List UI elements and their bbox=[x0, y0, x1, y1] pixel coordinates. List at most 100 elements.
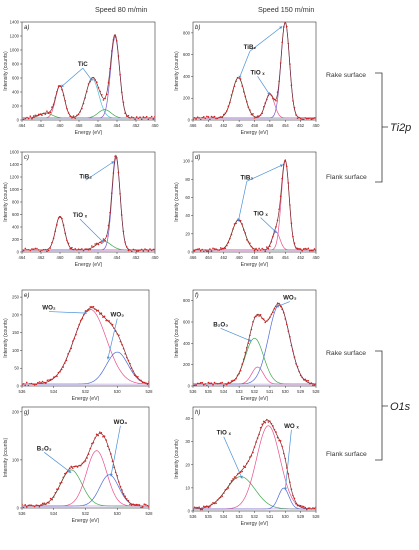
raw-data-point bbox=[299, 117, 302, 120]
raw-data-point bbox=[259, 114, 262, 116]
raw-data-point bbox=[135, 250, 138, 252]
raw-data-point bbox=[195, 384, 197, 386]
raw-data-point bbox=[293, 356, 296, 358]
y-tick-label: 30 bbox=[185, 439, 190, 444]
y-tick-label: 1200 bbox=[10, 34, 20, 39]
y-tick-label: 600 bbox=[183, 52, 191, 57]
raw-data-point bbox=[273, 428, 276, 431]
raw-data-point bbox=[100, 432, 103, 434]
peak-annotation: WO₂ bbox=[42, 305, 56, 312]
raw-data-point bbox=[36, 247, 38, 250]
raw-data-point bbox=[210, 503, 213, 506]
x-tick-label: 454 bbox=[282, 123, 290, 128]
raw-data-point bbox=[119, 192, 121, 195]
raw-data-point bbox=[207, 115, 210, 118]
y-tick-label: 1000 bbox=[10, 187, 20, 192]
raw-data-point bbox=[315, 506, 316, 508]
raw-data-point bbox=[99, 90, 101, 93]
raw-data-point bbox=[202, 383, 205, 386]
raw-data-point bbox=[301, 505, 303, 508]
raw-data-point bbox=[140, 506, 142, 508]
raw-data-point bbox=[209, 118, 211, 120]
raw-data-point bbox=[132, 116, 135, 119]
raw-data-point bbox=[94, 243, 96, 245]
component-peak-1 bbox=[22, 309, 149, 385]
x-tick-label: 454 bbox=[282, 255, 290, 260]
raw-data-point bbox=[235, 477, 237, 479]
raw-data-point bbox=[84, 248, 86, 250]
arrow-head bbox=[106, 356, 110, 360]
raw-data-point bbox=[48, 502, 50, 504]
raw-data-point bbox=[295, 503, 297, 505]
raw-data-point bbox=[24, 504, 26, 506]
raw-data-point bbox=[269, 316, 271, 318]
raw-data-point bbox=[301, 249, 303, 252]
raw-data-point bbox=[25, 381, 28, 384]
raw-data-point bbox=[242, 358, 245, 360]
raw-data-point bbox=[56, 91, 58, 93]
raw-data-point bbox=[67, 112, 70, 114]
raw-data-point bbox=[87, 83, 90, 85]
component-peak-2 bbox=[193, 231, 316, 251]
arrow-head bbox=[248, 338, 252, 342]
raw-data-point bbox=[129, 249, 131, 251]
annotation-arrow bbox=[48, 311, 88, 314]
raw-data-point bbox=[206, 115, 208, 118]
raw-data-point bbox=[27, 504, 30, 507]
raw-data-point bbox=[273, 307, 276, 310]
raw-data-point bbox=[152, 118, 155, 120]
raw-data-point bbox=[267, 247, 270, 250]
raw-data-point bbox=[144, 116, 146, 119]
raw-data-point bbox=[270, 241, 273, 243]
raw-data-point bbox=[221, 247, 224, 250]
x-tick-label: 464 bbox=[205, 255, 213, 260]
arrow-head bbox=[84, 311, 88, 315]
raw-data-point bbox=[307, 117, 310, 120]
xps-panel-g: 536 534 532 530 528 0 100 200 Energy (eV) Intensi… bbox=[3, 406, 153, 524]
raw-data-point bbox=[140, 248, 143, 251]
raw-data-point bbox=[81, 107, 83, 110]
raw-data-point bbox=[195, 118, 197, 120]
raw-data-point bbox=[241, 470, 243, 473]
x-tick-label: 532 bbox=[82, 389, 90, 394]
raw-data-point bbox=[270, 422, 273, 425]
raw-data-point bbox=[221, 495, 224, 497]
raw-data-point bbox=[302, 118, 305, 120]
raw-data-point bbox=[71, 246, 73, 249]
raw-data-point bbox=[24, 384, 26, 386]
raw-data-point bbox=[148, 381, 149, 383]
raw-data-point bbox=[309, 117, 311, 119]
raw-data-point bbox=[29, 382, 31, 385]
x-tick-label: 528 bbox=[313, 389, 321, 394]
raw-data-point bbox=[121, 489, 123, 491]
raw-data-point bbox=[226, 488, 228, 490]
raw-data-point bbox=[49, 378, 52, 381]
raw-data-point bbox=[92, 76, 95, 79]
peak-annotation: B₂O₃ bbox=[213, 321, 228, 328]
raw-data-point bbox=[46, 250, 48, 252]
raw-data-point bbox=[256, 314, 259, 316]
raw-data-point bbox=[266, 418, 268, 421]
raw-data-point bbox=[213, 115, 216, 118]
xps-panel-d: 466 464 462 460 458 456 454 452 450 0 20 40 60 80 100 E… bbox=[174, 151, 320, 268]
raw-data-point bbox=[69, 115, 72, 118]
raw-data-point bbox=[116, 474, 119, 477]
raw-data-point bbox=[91, 245, 93, 247]
raw-data-point bbox=[97, 86, 100, 89]
raw-data-point bbox=[51, 106, 53, 108]
x-tick-label: 460 bbox=[57, 255, 65, 260]
x-tick-label: 450 bbox=[152, 123, 160, 128]
raw-data-point bbox=[215, 382, 217, 385]
raw-data-point bbox=[219, 116, 222, 118]
raw-data-point bbox=[281, 177, 283, 180]
raw-data-point bbox=[292, 494, 294, 497]
raw-data-point bbox=[227, 105, 230, 108]
raw-data-point bbox=[56, 375, 58, 378]
x-tick-label: 452 bbox=[297, 255, 305, 260]
peak-annotation: WO₃ bbox=[114, 419, 128, 426]
raw-data-point bbox=[193, 249, 196, 252]
component-peak-1 bbox=[193, 77, 316, 119]
raw-data-point bbox=[253, 249, 256, 252]
arrow-head bbox=[60, 84, 64, 88]
plot-frame bbox=[21, 151, 156, 253]
